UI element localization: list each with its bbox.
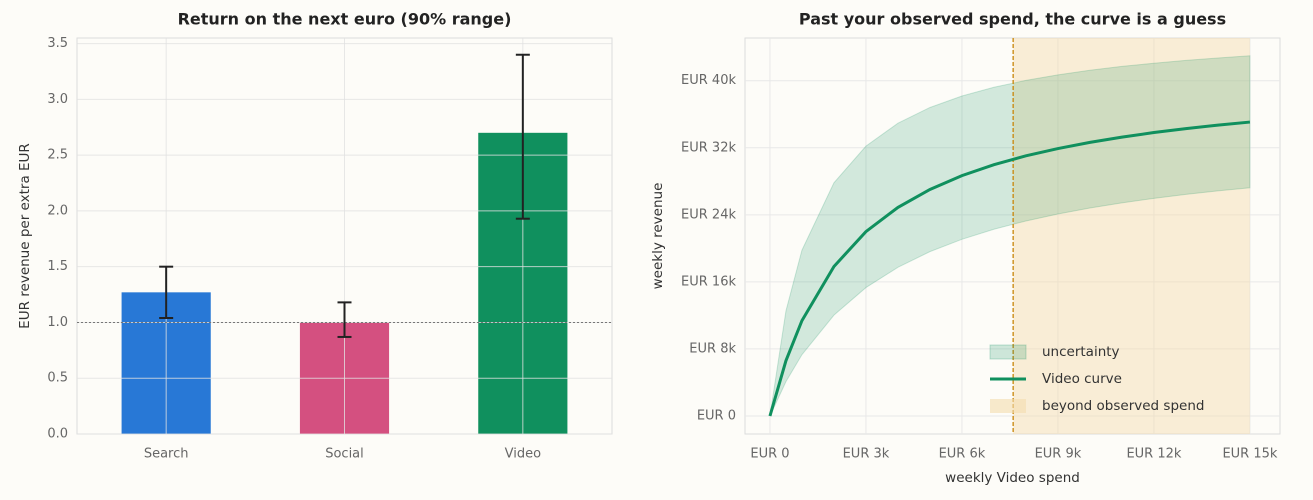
x-tick-label: Search (144, 447, 189, 462)
y-tick-label: 1.0 (47, 315, 68, 330)
y-tick-label: EUR 8k (689, 341, 736, 356)
error-bar (159, 265, 174, 319)
y-axis-label: EUR revenue per extra EUR (17, 143, 33, 329)
y-tick-label: EUR 0 (697, 408, 736, 423)
chart-title: Past your observed spend, the curve is a… (799, 10, 1226, 29)
x-tick-label: EUR 12k (1126, 447, 1181, 462)
x-tick-label: Video (505, 447, 541, 462)
legend-label: beyond observed spend (1042, 398, 1204, 414)
error-bar (337, 301, 352, 338)
y-tick-label: EUR 32k (681, 140, 736, 155)
y-tick-label: EUR 24k (681, 207, 736, 222)
y-tick-label: 2.0 (47, 203, 68, 218)
shade-region (1013, 38, 1250, 434)
legend-swatch (990, 399, 1026, 413)
x-tick-label: EUR 0 (750, 447, 789, 462)
x-tick-label: EUR 3k (843, 447, 890, 462)
x-axis-label: weekly Video spend (945, 470, 1080, 486)
error-bar (515, 53, 530, 220)
y-tick-label: EUR 16k (681, 274, 736, 289)
legend-swatch (989, 344, 1027, 360)
legend: uncertainty Video curve beyond observed sp… (989, 344, 1204, 414)
y-tick-label: 3.0 (47, 92, 68, 107)
x-tick-label: EUR 6k (939, 447, 986, 462)
y-tick-label: 2.5 (47, 148, 68, 163)
x-tick-label: EUR 15k (1222, 447, 1277, 462)
uncertainty-band (769, 55, 1251, 417)
y-tick-label: 0.5 (47, 371, 68, 386)
y-axis-label: weekly revenue (650, 183, 666, 290)
y-tick-label: 3.5 (47, 36, 68, 51)
x-tick-label: Social (325, 447, 364, 462)
chart-title: Return on the next euro (90% range) (178, 10, 512, 29)
y-tick-label: 0.0 (47, 427, 68, 442)
legend-label: Video curve (1042, 371, 1122, 387)
legend-label: uncertainty (1042, 344, 1120, 360)
x-tick-label: EUR 9k (1035, 447, 1082, 462)
y-tick-label: 1.5 (47, 259, 68, 274)
y-tick-label: EUR 40k (681, 73, 736, 88)
line (768, 120, 1251, 417)
